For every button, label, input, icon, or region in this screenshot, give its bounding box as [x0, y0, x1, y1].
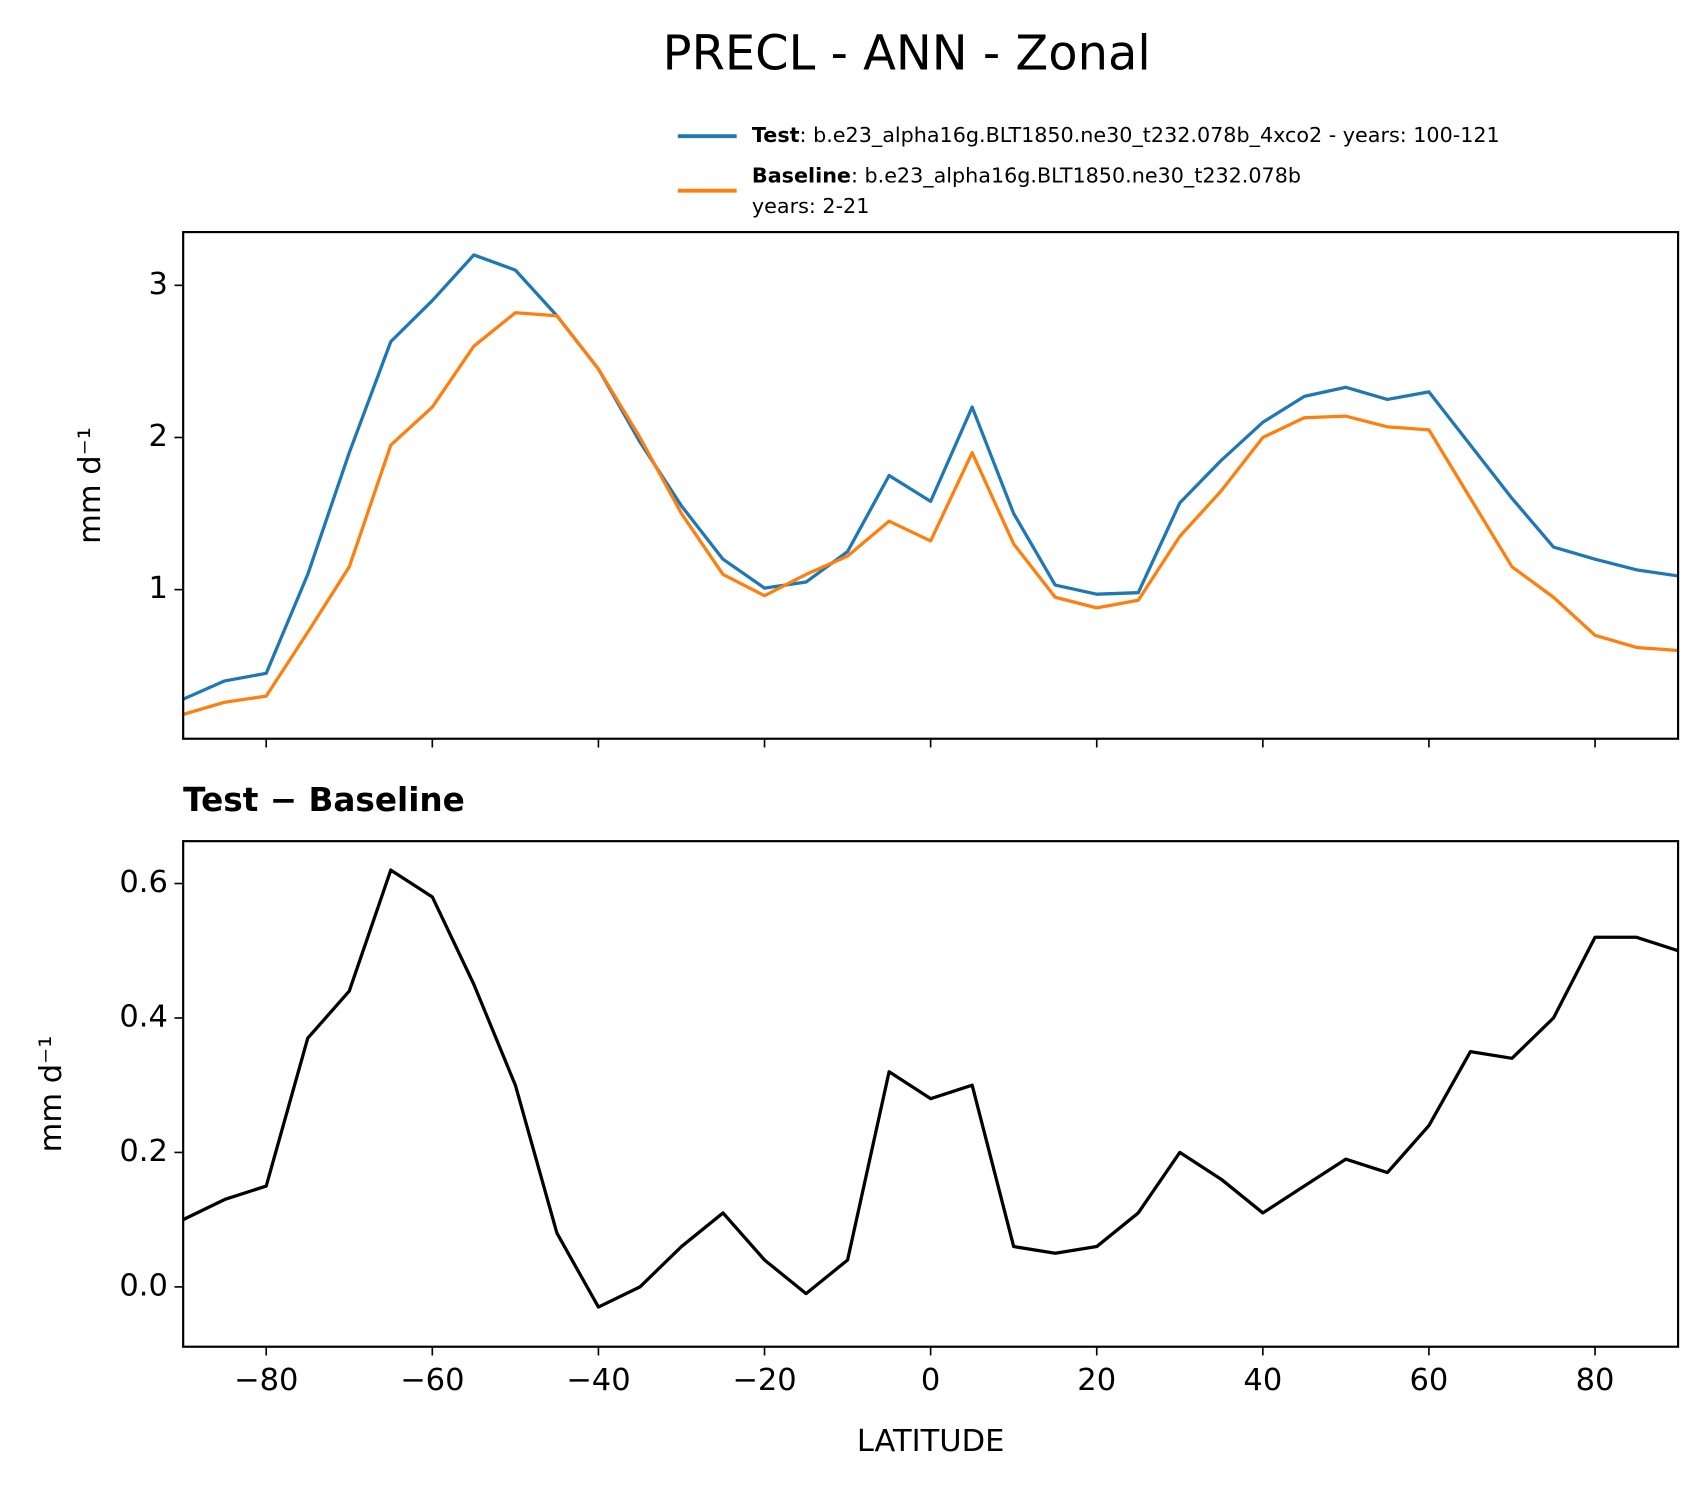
x-tick-label: 60 [1410, 1363, 1449, 1398]
y-tick-label: 0.6 [119, 865, 168, 900]
x-tick-label: 40 [1243, 1363, 1282, 1398]
data-line [183, 253, 1679, 701]
x-tick-label: −40 [566, 1363, 630, 1398]
y-tick-label: 0.2 [119, 1134, 168, 1169]
legend-description: : b.e23_alpha16g.BLT1850.ne30_t232.078b [851, 164, 1301, 189]
x-tick-label: −80 [234, 1363, 298, 1398]
y-tick-label: 0.4 [119, 999, 168, 1034]
x-tick-label: 20 [1077, 1363, 1116, 1398]
legend-description: : b.e23_alpha16g.BLT1850.ne30_t232.078b_… [800, 123, 1500, 148]
y-tick-label: 0.0 [119, 1268, 168, 1303]
data-line [183, 868, 1679, 1309]
x-tick-label: 0 [921, 1363, 940, 1398]
y-tick-label: 2 [149, 419, 168, 454]
x-tick-label: 80 [1576, 1363, 1615, 1398]
legend-description: years: 2-21 [752, 194, 869, 218]
subplot-title: Test − Baseline [183, 781, 465, 819]
legend-entry: Test: b.e23_alpha16g.BLT1850.ne30_t232.0… [752, 123, 1500, 148]
legend-name: Baseline [752, 164, 851, 188]
x-tick-label: −60 [400, 1363, 464, 1398]
legend-entry: Baseline: b.e23_alpha16g.BLT1850.ne30_t2… [752, 164, 1301, 189]
x-axis-label: LATITUDE [857, 1424, 1005, 1459]
y-tick-label: 3 [149, 267, 168, 302]
y-axis-label: mm d⁻¹ [34, 1036, 69, 1153]
data-line [183, 311, 1679, 716]
chart-title: PRECL - ANN - Zonal [663, 27, 1151, 82]
y-axis-label: mm d⁻¹ [73, 427, 108, 544]
y-tick-label: 1 [149, 571, 168, 606]
x-tick-label: −20 [732, 1363, 796, 1398]
legend-name: Test [752, 123, 800, 147]
